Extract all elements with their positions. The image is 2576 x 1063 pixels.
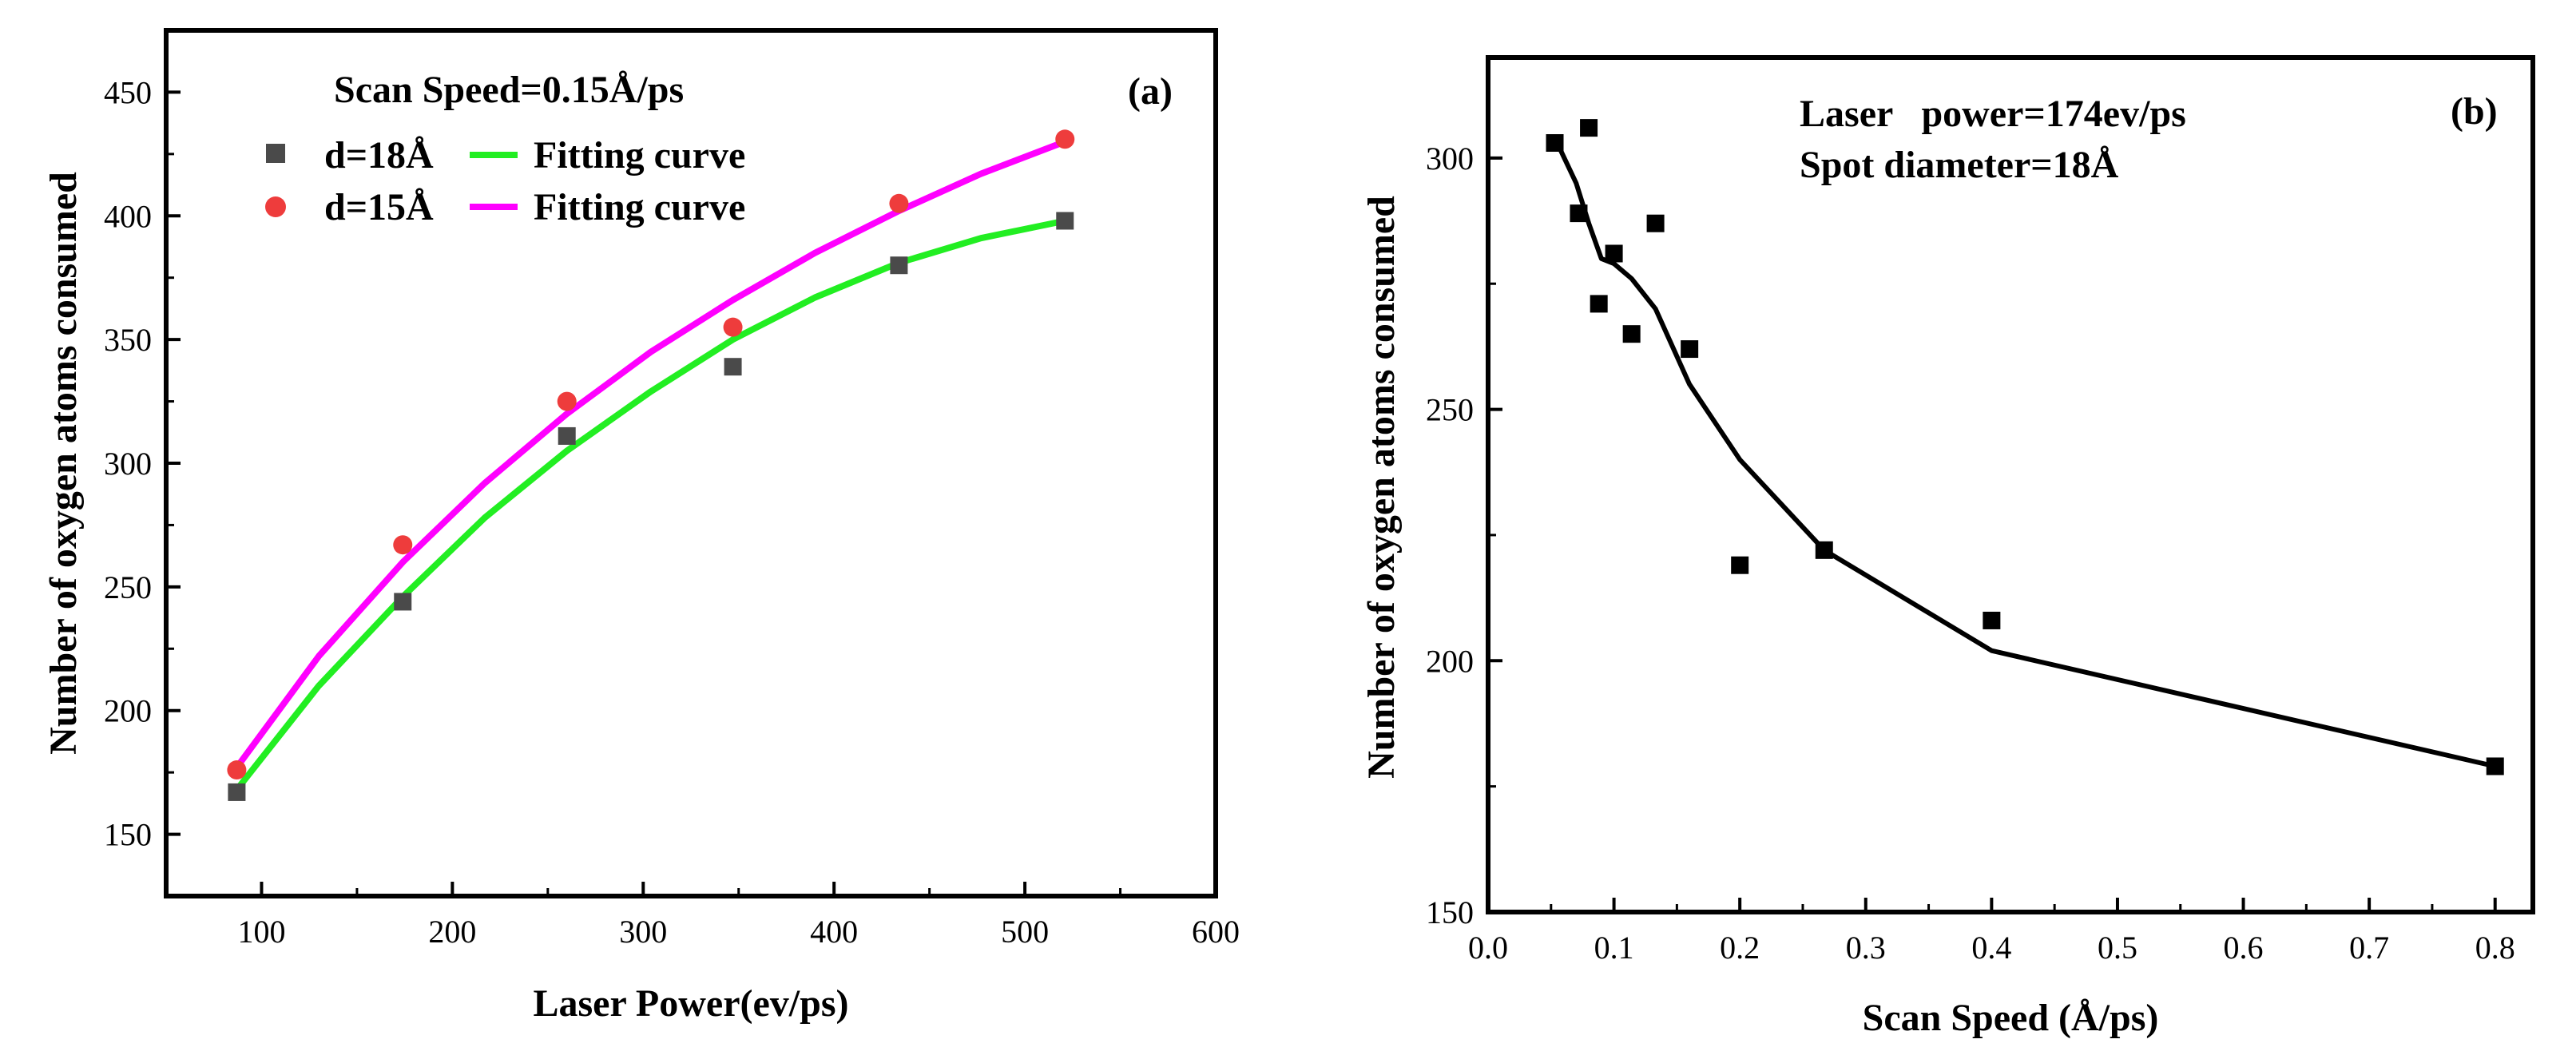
legend-label-green-fit: Fitting curve: [534, 134, 745, 177]
data-point-square: [1546, 134, 1564, 152]
legend-a: d=18Å Fitting curve d=15Å Fitting curve: [265, 134, 745, 228]
data-point-circle: [227, 760, 247, 780]
x-tick-label: 0.1: [1594, 930, 1634, 966]
data-point-square: [1731, 556, 1749, 574]
data-point-circle: [723, 317, 743, 337]
y-tick-label: 250: [1426, 392, 1474, 428]
series-line-3: [233, 138, 1069, 771]
y-tick-label: 400: [104, 198, 152, 234]
plot-frame-b: [1486, 55, 2535, 914]
data-point-circle: [393, 535, 413, 555]
data-point-square: [1590, 295, 1608, 313]
x-tick-label: 0.7: [2349, 930, 2389, 966]
data-points-b: [1546, 119, 2504, 775]
data-points-a: [227, 129, 1075, 801]
fit-lines-a: [233, 138, 1069, 793]
data-point-square: [1646, 214, 1665, 232]
data-point-square: [1056, 212, 1074, 230]
legend-label-d18: d=18Å: [324, 134, 434, 177]
x-tick-label: 0.8: [2475, 930, 2515, 966]
data-point-circle: [1055, 129, 1075, 149]
annotation-laser-power: Laser power=174ev/ps: [1800, 93, 2186, 135]
y-tick-label: 150: [104, 817, 152, 853]
x-tick-label: 0.2: [1720, 930, 1760, 966]
x-tick-label: 300: [619, 914, 667, 950]
y-tick-label: 250: [104, 569, 152, 605]
data-point-square: [2486, 757, 2504, 775]
y-tick-label: 350: [104, 322, 152, 358]
x-tick-label: 0.6: [2224, 930, 2264, 966]
data-point-square: [1815, 541, 1833, 559]
x-tick-label: 0.0: [1468, 930, 1508, 966]
tick-marks-a: [166, 90, 1217, 896]
data-point-square: [1622, 325, 1641, 343]
y-tick-label: 200: [1426, 643, 1474, 679]
data-point-square: [558, 426, 576, 445]
x-tick-labels-b: 0.0 0.1 0.2 0.3 0.4 0.5 0.6 0.7 0.8: [1468, 930, 2515, 966]
series-line-1: [1552, 135, 2498, 769]
x-axis-title-b: Scan Speed (Å/ps): [1863, 997, 2159, 1039]
data-point-square: [890, 256, 908, 275]
annotation-scan-speed: Scan Speed=0.15Å/ps: [334, 69, 684, 111]
panel-label-b: (b): [2451, 90, 2498, 133]
x-tick-label: 0.5: [2098, 930, 2137, 966]
data-point-square: [228, 783, 246, 801]
data-point-square: [1570, 204, 1588, 223]
y-tick-label: 450: [104, 74, 152, 110]
y-tick-labels-b: 150 200 250 300: [1426, 141, 1474, 930]
chart-panel-a: 100 200 300 400 500 600 150 200 250 300 350 400 450…: [42, 28, 1240, 1025]
chart-panel-b: 0.0 0.1 0.2 0.3 0.4 0.5 0.6 0.7 0.8 150 200 250 300…: [1360, 55, 2535, 1039]
data-point-square: [1605, 244, 1623, 263]
series-line-1: [233, 217, 1069, 793]
y-tick-label: 200: [104, 693, 152, 729]
y-axis-title-a: Number of oxygen atoms consumed: [42, 172, 85, 755]
x-tick-label: 0.3: [1846, 930, 1886, 966]
x-tick-label: 100: [237, 914, 285, 950]
data-point-square: [394, 593, 412, 611]
annotation-spot-diameter: Spot diameter=18Å: [1800, 144, 2119, 186]
y-axis-title-b: Number of oxygen atoms consumed: [1360, 196, 1403, 779]
data-point-circle: [889, 193, 909, 213]
y-tick-labels-a: 150 200 250 300 350 400 450: [104, 74, 152, 852]
data-point-square: [1983, 611, 2001, 629]
legend-label-magenta-fit: Fitting curve: [534, 186, 745, 228]
legend-marker-d18: [266, 144, 285, 163]
curve-lines-b: [1552, 135, 2498, 769]
y-tick-label: 300: [1426, 141, 1474, 177]
x-tick-label: 0.4: [1971, 930, 2011, 966]
x-axis-title-a: Laser Power(ev/ps): [533, 982, 848, 1025]
panel-label-a: (a): [1128, 70, 1173, 113]
tick-marks-b: [1486, 156, 2497, 914]
x-tick-label: 400: [810, 914, 858, 950]
legend-marker-d15: [265, 196, 286, 217]
y-tick-label: 300: [104, 446, 152, 482]
x-tick-labels-a: 100 200 300 400 500 600: [237, 914, 1240, 950]
data-point-square: [724, 358, 742, 376]
legend-label-d15: d=15Å: [324, 186, 434, 228]
data-point-square: [1580, 119, 1598, 137]
data-point-circle: [557, 391, 577, 411]
x-tick-label: 200: [428, 914, 476, 950]
y-tick-label: 150: [1426, 894, 1474, 930]
x-tick-label: 600: [1192, 914, 1240, 950]
data-point-square: [1681, 340, 1699, 359]
x-tick-label: 500: [1001, 914, 1049, 950]
